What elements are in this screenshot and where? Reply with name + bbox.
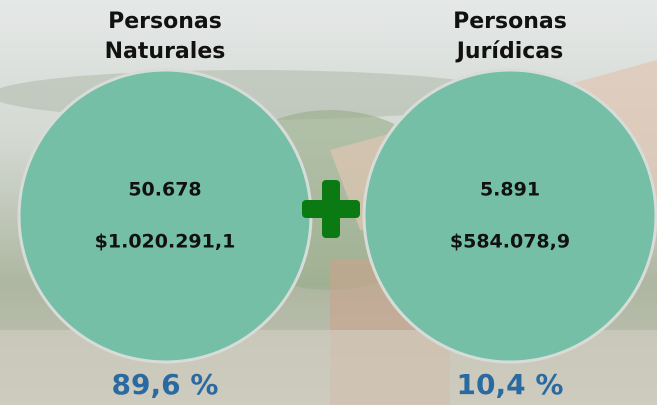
item-percent: 89,6 % bbox=[112, 368, 219, 401]
item-circle bbox=[362, 68, 657, 364]
item-circle bbox=[17, 68, 313, 364]
item-count: 5.891 bbox=[480, 179, 540, 201]
item-amount: $584.078,9 bbox=[450, 231, 570, 253]
item-amount: $1.020.291,1 bbox=[95, 231, 236, 253]
plus-sign bbox=[302, 180, 360, 238]
item-title: Personas bbox=[108, 9, 222, 34]
item-title: Personas bbox=[453, 9, 567, 34]
item-title: Naturales bbox=[105, 39, 226, 64]
item-title: Jurídicas bbox=[455, 39, 564, 64]
item-percent: 10,4 % bbox=[457, 368, 564, 401]
item-count: 50.678 bbox=[128, 179, 201, 201]
items: Personas Naturales 50.678 $1.020.291,1 89,6 … bbox=[17, 9, 657, 401]
